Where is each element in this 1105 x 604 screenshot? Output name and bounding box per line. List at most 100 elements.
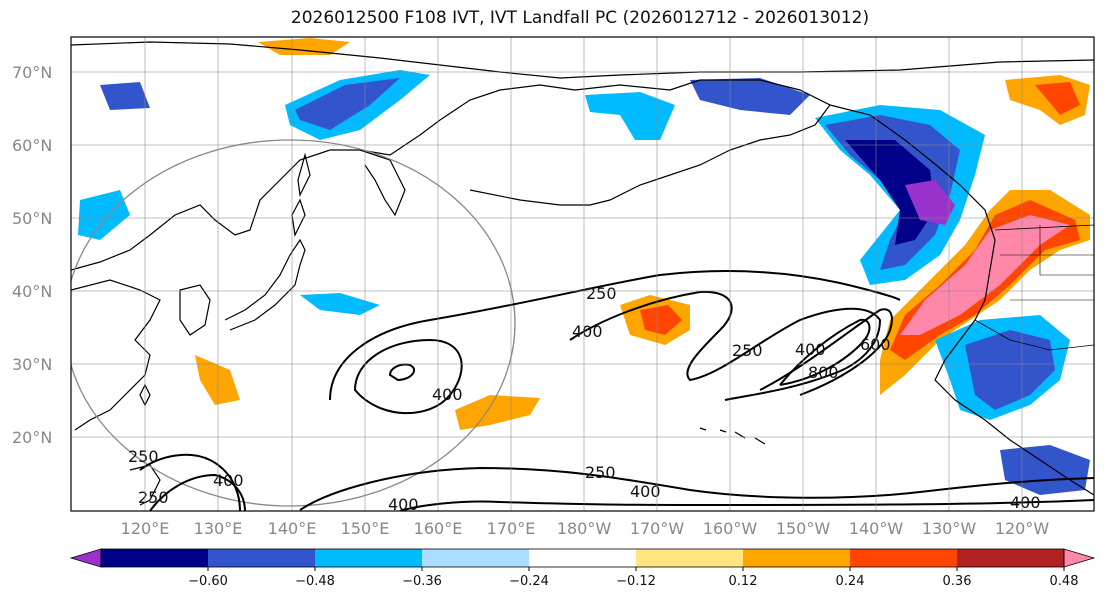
pos-shade-canada-core	[1035, 82, 1080, 115]
lat-label: 20°N	[12, 428, 52, 447]
lon-label: 130°E	[194, 519, 243, 538]
coast-china	[71, 279, 161, 431]
contour-labels: 250 400 250 400 800 600 400 250 250 400 …	[128, 284, 1041, 514]
contour-label: 600	[860, 335, 891, 354]
borders-states	[1000, 225, 1094, 301]
lon-label: 150°W	[776, 519, 831, 538]
lon-label: 140°E	[268, 519, 317, 538]
contour-label: 250	[732, 341, 763, 360]
neg-shade-coast-core	[845, 140, 935, 245]
landfall-region-circle	[71, 139, 516, 507]
colorbar-segment	[101, 549, 209, 567]
neg-shade-coast-peak	[905, 180, 955, 225]
contour-label: 400	[432, 385, 463, 404]
colorbar-extend-low	[69, 548, 102, 568]
contour-label: 400	[630, 482, 661, 501]
coast-asia	[71, 84, 576, 271]
colorbar-tick-label: 0.12	[729, 574, 758, 589]
lon-label: 140°W	[849, 519, 904, 538]
coast-hokkaido	[291, 198, 306, 237]
colorbar-border	[100, 548, 1065, 568]
colorbar-tick-label: −0.60	[188, 574, 228, 589]
contour-label: 250	[128, 447, 159, 466]
colorbar-segment	[957, 549, 1065, 567]
colorbar-tick-label: 0.48	[1050, 574, 1079, 589]
colorbar-segment	[422, 549, 530, 567]
longitude-labels: 120°E 130°E 140°E 150°E 160°E 170°E 180°W 170°W…	[121, 519, 1050, 538]
lon-label: 120°E	[121, 519, 170, 538]
pos-shade-china	[195, 355, 240, 405]
coast-korea	[179, 284, 211, 336]
colorbar-extend-high	[1063, 548, 1096, 568]
neg-shade-se-inner	[965, 330, 1055, 410]
contour-600	[759, 308, 893, 396]
coastlines	[71, 41, 1094, 506]
colorbar-segment	[208, 549, 316, 567]
gridlines	[71, 37, 1094, 511]
map-frame	[70, 36, 1095, 512]
contour-250-south	[299, 466, 1094, 511]
colorbar-tick-label: −0.36	[402, 574, 442, 589]
colorbar-segment	[850, 549, 958, 567]
colorbar-segment	[529, 549, 637, 567]
contour-250-main	[329, 270, 901, 401]
contour-label: 250	[586, 284, 617, 303]
coast-alaska	[574, 79, 831, 206]
contour-small-loop	[388, 363, 416, 382]
contour-400-loop	[353, 338, 463, 415]
coast-aleutians	[469, 189, 590, 206]
neg-shade-bering	[585, 92, 675, 140]
colorbar-tick-label: −0.24	[509, 574, 549, 589]
contour-400-east	[569, 290, 882, 401]
contour-label: 400	[795, 340, 826, 359]
coast-sakhalin	[297, 152, 311, 198]
coast-kamchatka	[359, 149, 406, 217]
contour-label: 400	[572, 322, 603, 341]
lon-label: 120°W	[995, 519, 1050, 538]
lon-label: 160°E	[414, 519, 463, 538]
pos-shade-band-core	[900, 215, 1070, 335]
coast-hawaii	[699, 427, 766, 445]
coast-japan	[224, 238, 306, 331]
map-title: 2026012500 F108 IVT, IVT Landfall PC (20…	[290, 8, 870, 28]
pos-shade-central-core	[640, 305, 682, 335]
contour-250-sw	[139, 453, 241, 511]
contour-400-sw	[149, 473, 246, 511]
coast-arctic	[71, 41, 1094, 79]
contour-label: 800	[808, 363, 839, 382]
neg-shade-west	[78, 190, 130, 240]
shaded-fields	[78, 38, 1090, 495]
colorbar-segment	[636, 549, 744, 567]
colorbar-tick-label: 0.36	[943, 574, 972, 589]
neg-shade-siberia	[100, 82, 150, 110]
lon-label: 180°W	[557, 519, 612, 538]
lon-label: 170°E	[487, 519, 536, 538]
colorbar-segment	[315, 549, 423, 567]
lon-label: 130°W	[922, 519, 977, 538]
neg-shade-okhotsk-inner	[295, 78, 400, 130]
colorbar: −0.60 −0.48 −0.36 −0.24 −0.12 0.12 0.24 0.36 0.4…	[69, 548, 1096, 589]
pos-shade-sw	[455, 395, 540, 430]
contour-label: 250	[585, 463, 616, 482]
border-us-canada	[994, 224, 1094, 231]
colorbar-tick-label: −0.48	[295, 574, 335, 589]
lat-label: 60°N	[12, 136, 52, 155]
contour-label: 400	[388, 495, 419, 514]
contour-400-south	[399, 499, 1094, 511]
lat-label: 50°N	[12, 209, 52, 228]
contour-800	[779, 318, 871, 386]
colorbar-tick-label: −0.12	[616, 574, 656, 589]
contour-label: 250	[138, 488, 169, 507]
colorbar-tick-label: 0.24	[836, 574, 865, 589]
neg-shade-japan	[300, 293, 380, 315]
latitude-labels: 70°N 60°N 50°N 40°N 30°N 20°N	[12, 63, 52, 447]
pos-shade-north	[258, 38, 350, 55]
lon-label: 160°W	[703, 519, 758, 538]
neg-shade-alaska	[690, 78, 810, 115]
lon-label: 150°E	[341, 519, 390, 538]
border-us-mexico	[974, 319, 1094, 351]
colorbar-segment	[743, 549, 851, 567]
lat-label: 40°N	[12, 282, 52, 301]
lon-label: 170°W	[630, 519, 685, 538]
